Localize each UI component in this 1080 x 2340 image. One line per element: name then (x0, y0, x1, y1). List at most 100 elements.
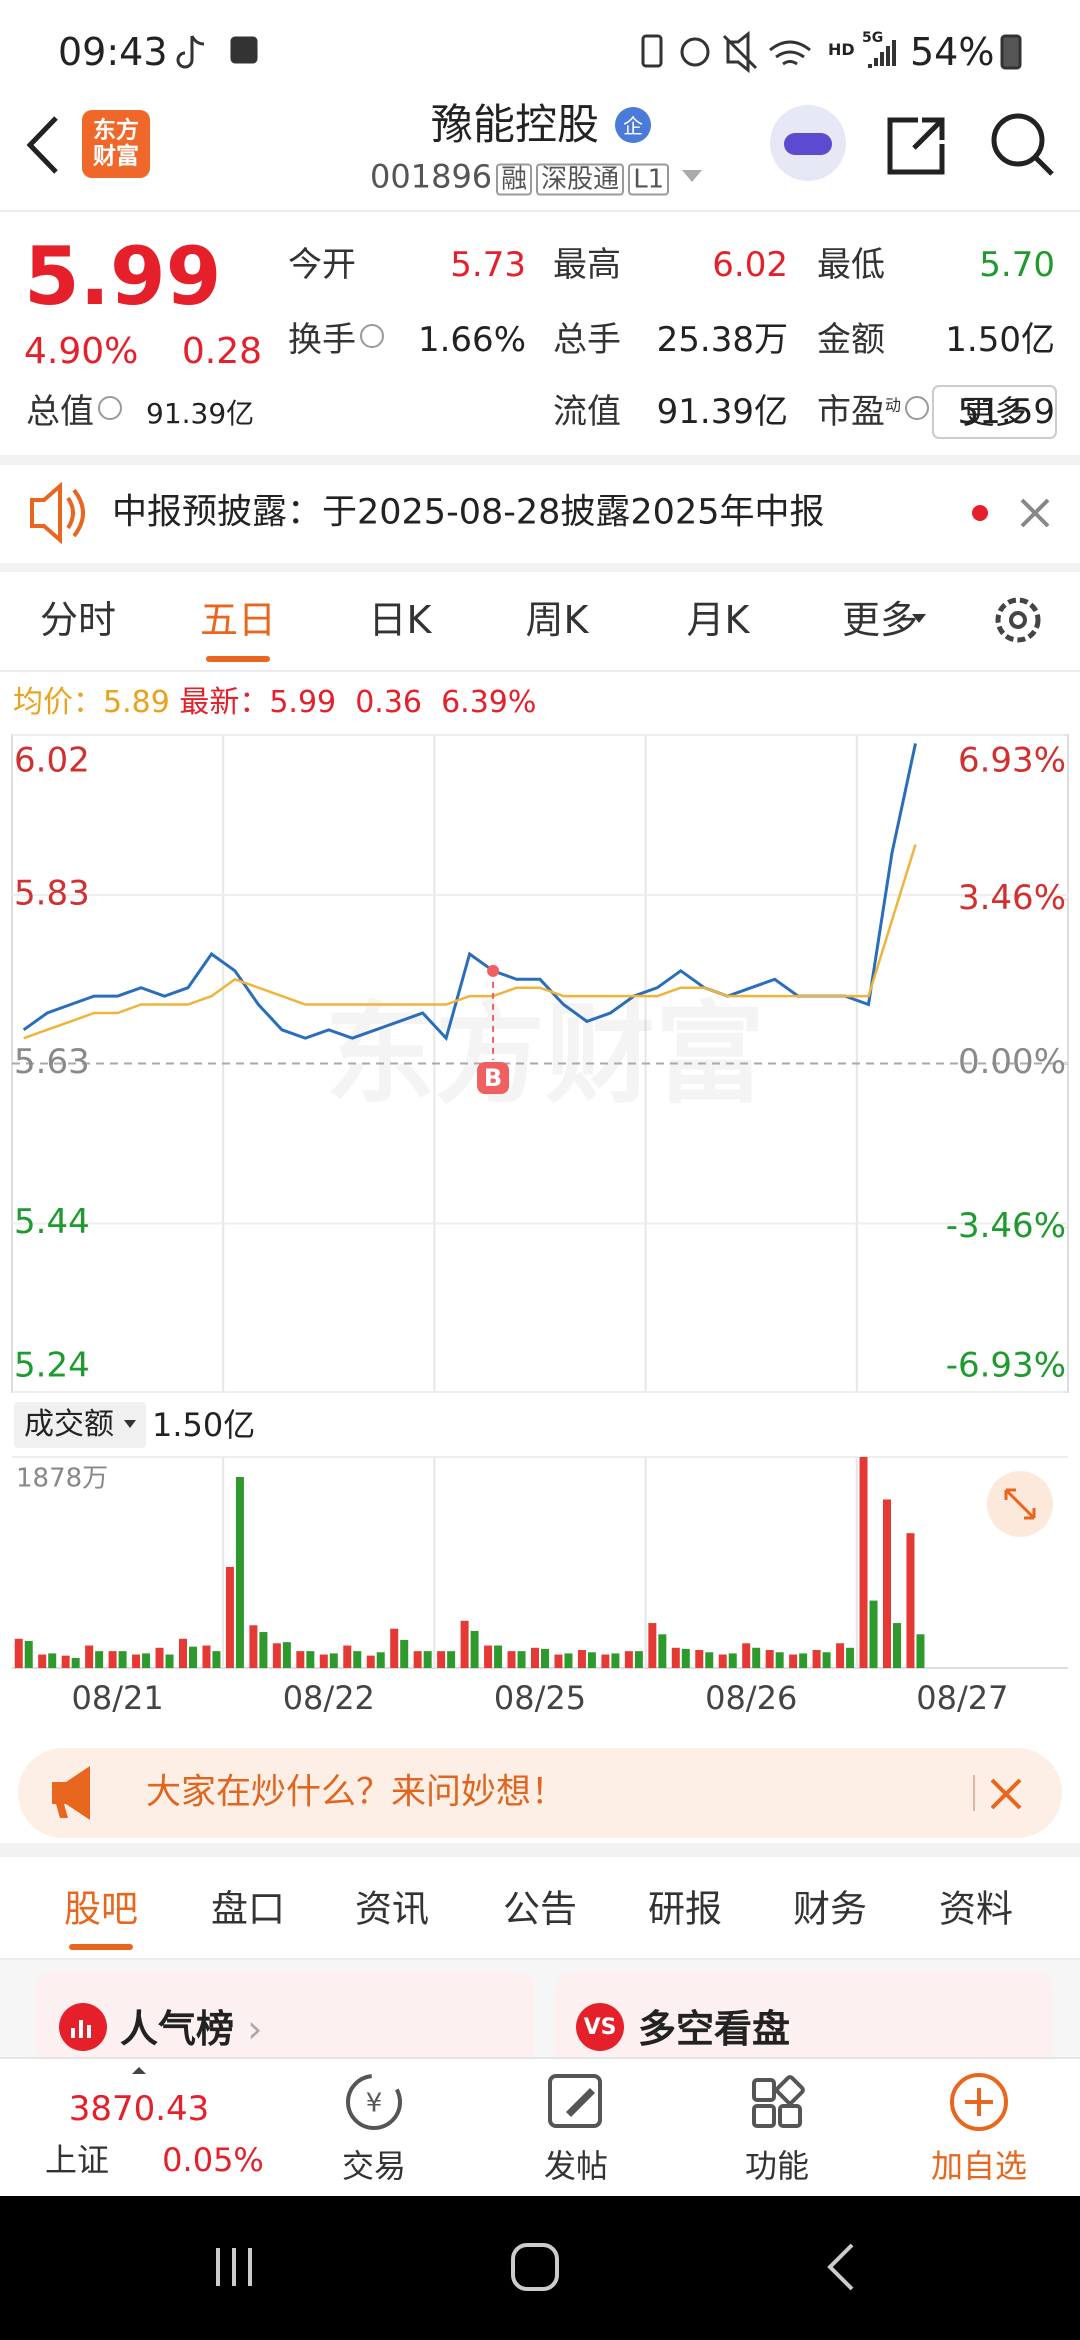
tag: 深股通 (536, 163, 625, 196)
action-label[interactable]: 加自选 (930, 2147, 1027, 2185)
volume-bar (718, 1654, 727, 1668)
volume-title[interactable]: 成交额 (24, 1407, 114, 1442)
marker-badge (477, 1062, 510, 1094)
sub-tab[interactable]: 股吧 (64, 1887, 138, 1931)
battery-saver (641, 34, 663, 68)
volume-bar (836, 1643, 845, 1668)
volume-bar (447, 1651, 456, 1668)
volume-caret (124, 1420, 136, 1428)
sub-tab[interactable]: 盘口 (211, 1887, 285, 1931)
volume-bar (634, 1651, 643, 1668)
home-button[interactable] (511, 2243, 559, 2291)
post-icon[interactable] (548, 2074, 602, 2128)
stat-label: 总手 (553, 323, 621, 357)
card-icon-text: VS (583, 2015, 617, 2040)
rect (752, 2078, 776, 2102)
volume-bar (24, 1641, 33, 1668)
volume-bar (728, 1653, 737, 1668)
tab[interactable]: 分时 (39, 598, 116, 642)
stat-value: 1.66% (417, 320, 526, 360)
index-change[interactable]: 0.05% (162, 2141, 264, 2179)
index-value[interactable]: 3870.43 (68, 2089, 210, 2129)
stat-label: 总值 (26, 395, 122, 429)
more-button-label[interactable]: 更多 (962, 393, 1027, 431)
banner-text[interactable]: 大家在炒什么？来问妙想！ (146, 1772, 567, 1813)
sub-tab[interactable]: 公告 (503, 1887, 577, 1931)
stat-label: 市盈动 (817, 395, 930, 429)
card[interactable] (36, 1972, 534, 2082)
logo: 东方 财富 (82, 118, 150, 171)
sub-tab[interactable]: 财务 (793, 1887, 867, 1931)
volume-bar (812, 1650, 821, 1668)
sub-tab[interactable]: 资讯 (355, 1887, 429, 1931)
back-button[interactable] (827, 2243, 854, 2291)
label: 换手 (288, 320, 356, 360)
info-icon (360, 323, 384, 348)
tab-underline (206, 656, 270, 662)
close-icon[interactable] (1020, 498, 1050, 528)
title: 人气榜 (120, 2007, 235, 2051)
logo-line: 东方 (93, 117, 139, 144)
volume-bar (390, 1628, 399, 1668)
search-icon[interactable] (991, 113, 1045, 167)
recents-button[interactable] (216, 2248, 252, 2286)
label: 今开 (288, 245, 356, 285)
logo-line: 财富 (93, 144, 139, 170)
divider (0, 1958, 1080, 1960)
volume-bar (14, 1638, 23, 1668)
card-title[interactable]: 人气榜 › (120, 2010, 262, 2048)
add-icon[interactable] (950, 2073, 1008, 2131)
notice-text[interactable]: 中报预披露：于2025-08-28披露2025年中报 (112, 492, 825, 533)
card-title[interactable]: 多空看盘 (638, 2007, 791, 2051)
sub-tab[interactable]: 研报 (648, 1887, 722, 1931)
tab[interactable]: 月K (686, 598, 750, 642)
action-label[interactable]: 功能 (744, 2147, 809, 2185)
gear-icon[interactable] (995, 597, 1041, 643)
action-label[interactable]: 发帖 (543, 2147, 608, 2185)
card[interactable] (555, 1972, 1053, 2082)
more-button[interactable] (932, 385, 1057, 439)
rect (775, 2075, 805, 2105)
index-name[interactable]: 上证 (44, 2141, 109, 2179)
tab[interactable]: 日K (368, 598, 432, 642)
x-tick-label: 08/22 (283, 1679, 375, 1717)
volume-bar (648, 1623, 657, 1668)
y-tick-label: 5.83 (14, 874, 90, 914)
action-label[interactable]: 交易 (341, 2147, 406, 2185)
superscript: 动 (885, 395, 902, 415)
back-icon[interactable] (26, 116, 58, 174)
tab[interactable]: 周K (525, 598, 589, 642)
stat-label: 换手 (288, 323, 384, 357)
y2-tick-label: 6.93% (958, 741, 1066, 781)
trade-icon[interactable] (346, 2074, 402, 2130)
tab[interactable]: 更多 (841, 598, 918, 642)
volume-bar (296, 1651, 305, 1668)
volume-selector[interactable] (14, 1402, 146, 1448)
badge-bg (615, 107, 651, 143)
volume-bar (202, 1645, 211, 1668)
stat-label: 最低 (817, 248, 885, 282)
stock-code: 001896 融深股通 L1 (370, 161, 670, 196)
label: 流值 (553, 392, 621, 432)
info-line: 均价：5.89 最新：5.99 0.36 6.39% (13, 688, 536, 718)
volume-bar (132, 1654, 141, 1668)
volume-bar (611, 1653, 620, 1668)
volume-bar (225, 1566, 234, 1668)
banner-close[interactable] (990, 1778, 1022, 1810)
sub-tab[interactable]: 资料 (939, 1887, 1013, 1931)
network: HD (828, 40, 855, 59)
stat-value: 1.50亿 (945, 320, 1055, 360)
share-icon[interactable] (887, 117, 945, 175)
volume-bar (460, 1620, 469, 1668)
price-line (22, 743, 917, 1042)
gap (0, 1843, 1080, 1857)
banner[interactable] (18, 1748, 1062, 1838)
dropdown-icon[interactable] (682, 170, 702, 182)
volume-bar (789, 1654, 798, 1668)
avg-label: 均价： (13, 685, 103, 720)
wifi-icon (769, 40, 811, 66)
function-icon[interactable] (752, 2075, 805, 2128)
volume-bar (118, 1651, 127, 1668)
tab[interactable]: 五日 (199, 598, 276, 642)
volume-bar (189, 1646, 197, 1668)
